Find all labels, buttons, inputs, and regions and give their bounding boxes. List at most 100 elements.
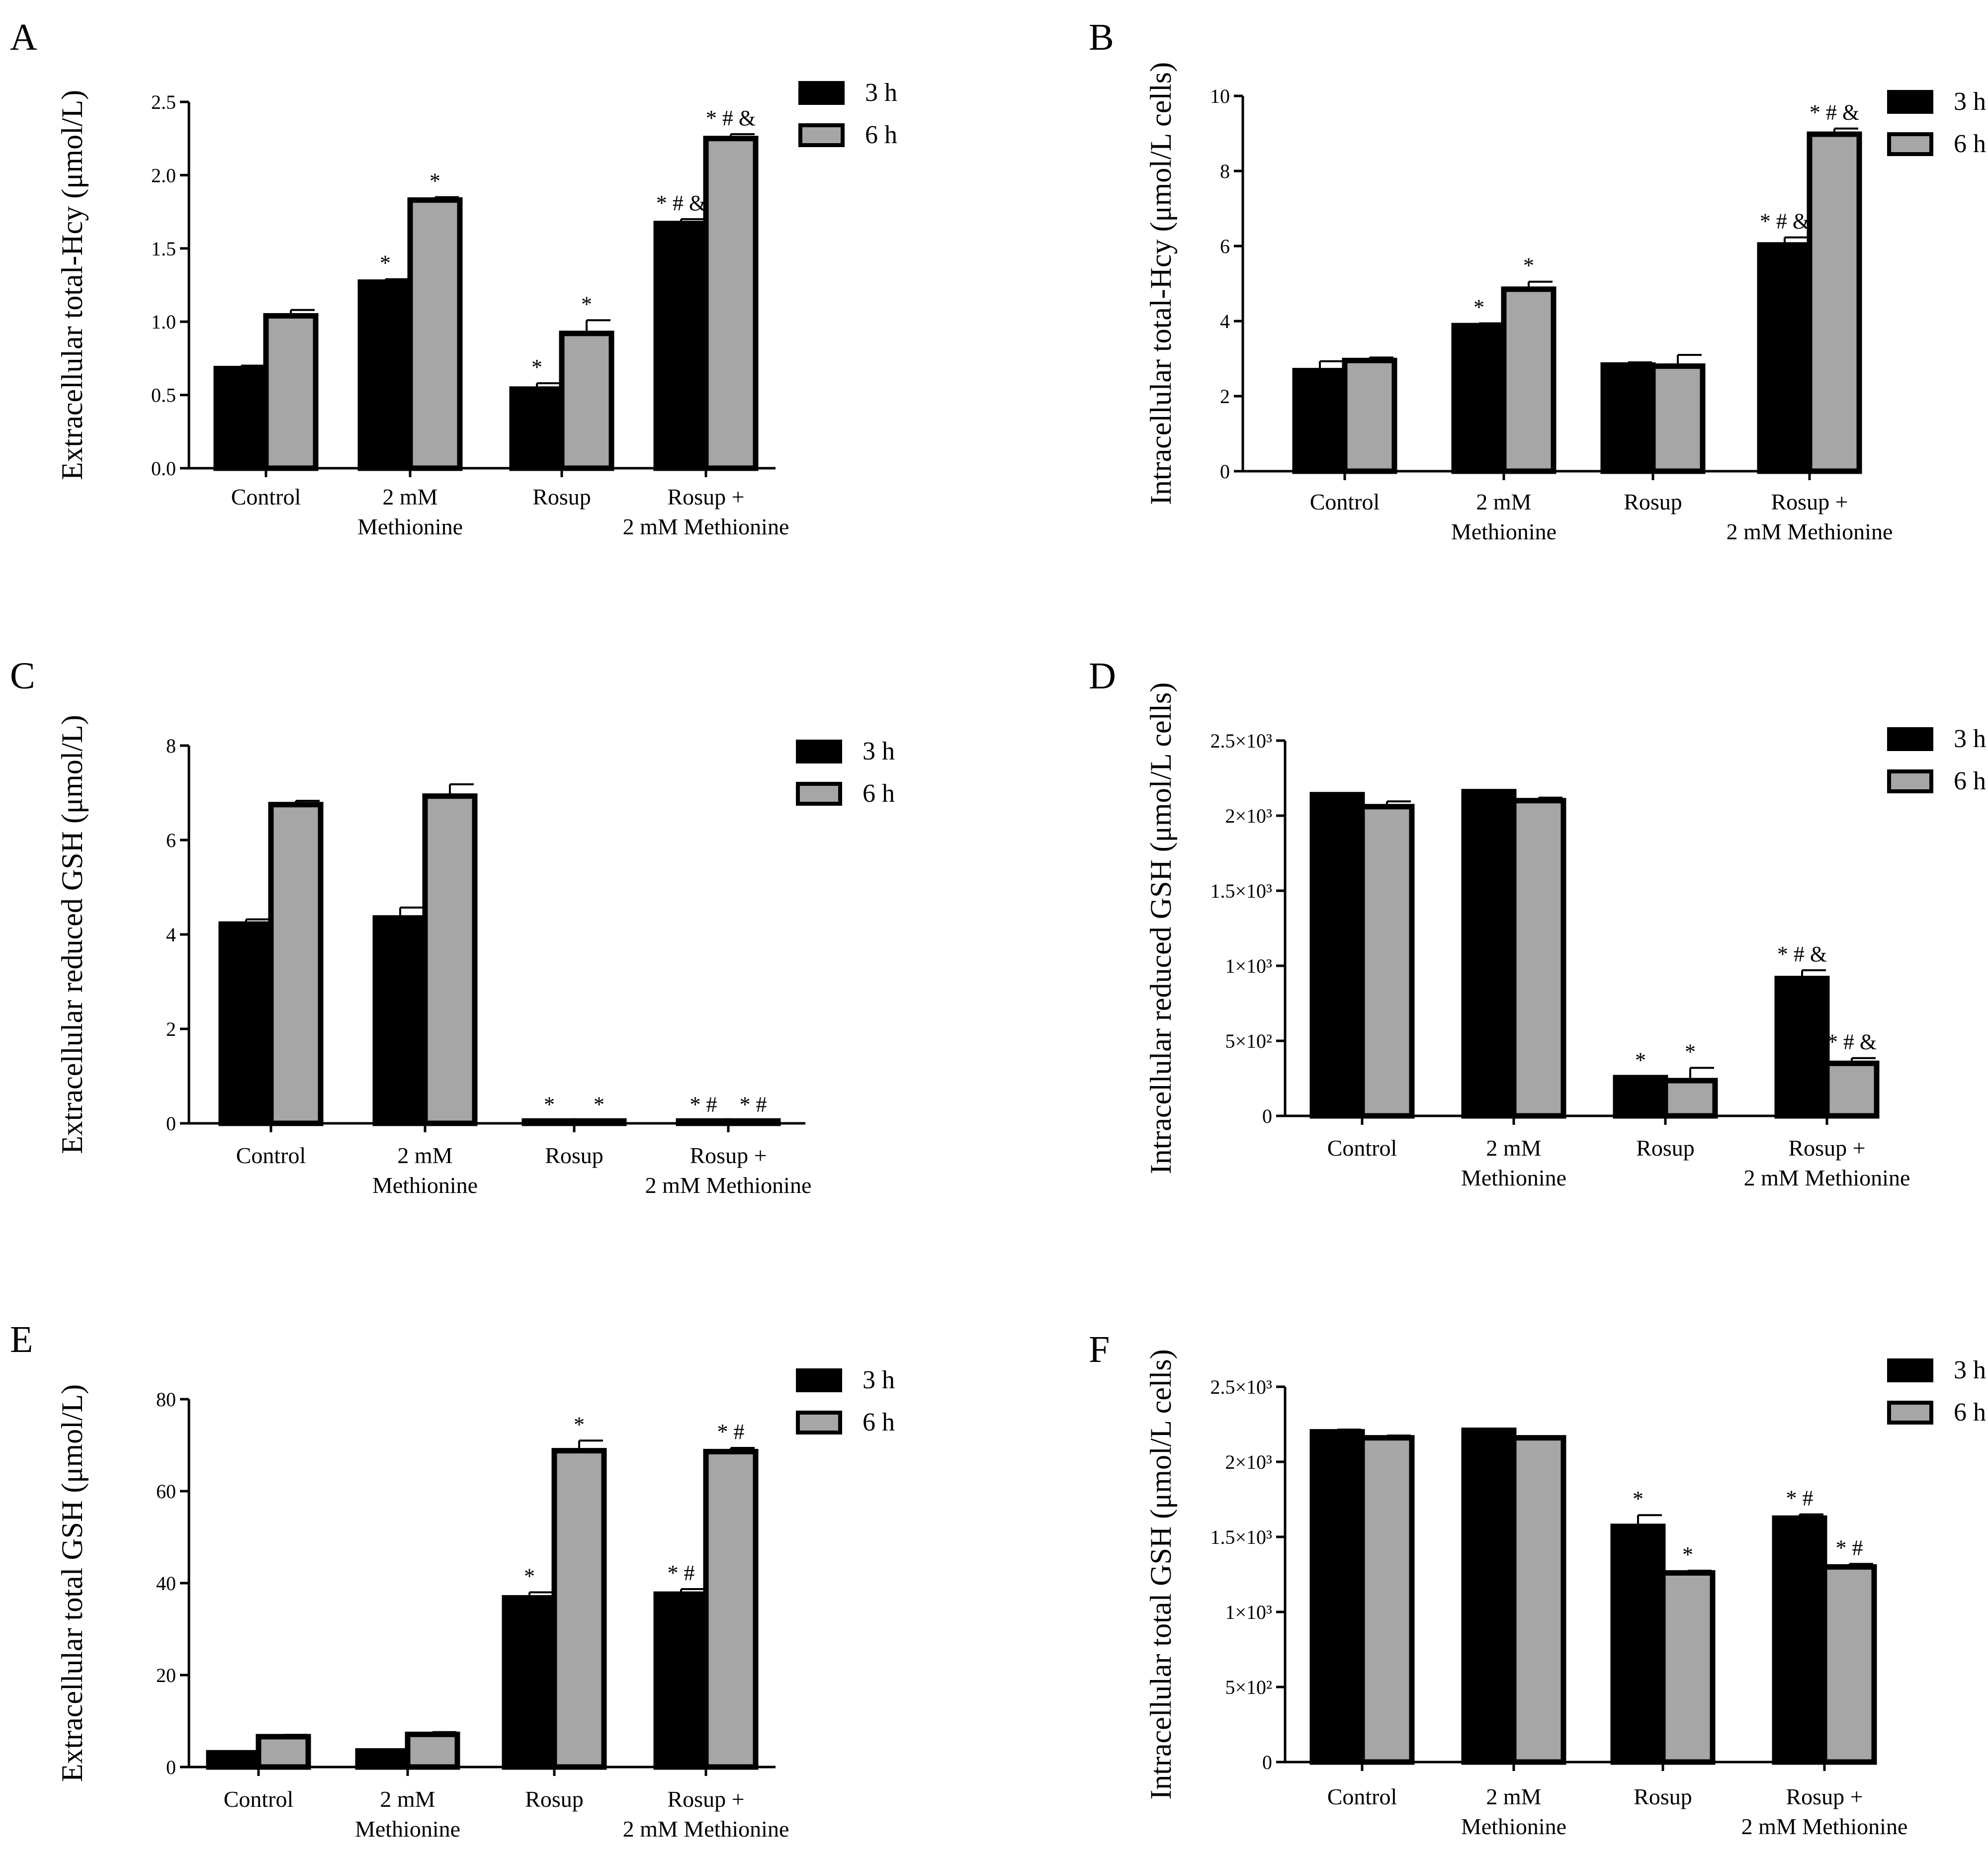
bar-6h: [1511, 1435, 1566, 1765]
significance-mark: * #: [1836, 1535, 1863, 1560]
y-tick-label: 2×10³: [1225, 1451, 1272, 1473]
bar-3h: [653, 1591, 709, 1770]
panel-letter: C: [10, 655, 35, 697]
y-tick-label: 40: [156, 1572, 176, 1595]
y-axis-label: Extracellular reduced GSH (μmol/L): [56, 715, 88, 1154]
legend-label: 6 h: [865, 121, 897, 149]
y-axis-label: Intracellular total GSH (μmol/L cells): [1144, 1349, 1177, 1799]
y-tick-label: 2.0: [151, 164, 176, 186]
y-tick-label: 8: [1220, 160, 1230, 182]
y-tick-label: 2.5: [151, 91, 176, 113]
category-label: Rosup: [1636, 1135, 1695, 1161]
bar-3h: [1461, 789, 1517, 1119]
legend-label: 3 h: [865, 79, 897, 107]
y-axis-label: Intracellular reduced GSH (μmol/L cells): [1144, 682, 1177, 1175]
legend-swatch: [1887, 132, 1933, 156]
panel-letter: E: [10, 1319, 33, 1360]
category-label: Rosup +: [1786, 1784, 1863, 1809]
y-axis-label: Intracellular total-Hcy (μmol/L cells): [1144, 62, 1177, 505]
category-label: Methionine: [355, 1816, 460, 1842]
significance-mark: *: [1473, 295, 1484, 320]
y-tick-label: 1.0: [151, 311, 176, 333]
category-label: Control: [1327, 1135, 1397, 1161]
bar-3h: [509, 386, 565, 471]
bar-6h: [268, 802, 324, 1126]
panel-a: A 0.0 0.5 1.0 1.5 2.0 2.5 Control 2 mM Methionine…: [10, 16, 897, 539]
category-label: 2 mM: [382, 484, 437, 509]
category-label: 2 mM: [380, 1786, 435, 1812]
y-tick-label: 0.0: [151, 457, 176, 480]
bar-3h: [1610, 1523, 1666, 1765]
bar-3h: [1757, 242, 1813, 474]
y-tick-label: 5×10²: [1225, 1030, 1272, 1052]
bar-6h: [703, 136, 759, 471]
y-tick-label: 20: [156, 1664, 176, 1686]
legend-swatch: [1887, 90, 1933, 114]
significance-mark: * # &: [656, 191, 706, 215]
significance-mark: *: [1682, 1542, 1693, 1567]
y-axis-label: Extracellular total GSH (μmol/L): [56, 1384, 88, 1782]
category-label: Rosup +: [690, 1143, 767, 1168]
y-tick-label: 1×10³: [1225, 955, 1272, 977]
significance-mark: *: [544, 1092, 555, 1116]
category-label: 2 mM Methionine: [645, 1173, 812, 1198]
category-label: Control: [236, 1143, 306, 1168]
bar-6h: [1650, 363, 1706, 474]
bar-6h: [1821, 1564, 1877, 1765]
legend-label: 6 h: [863, 1408, 895, 1436]
legend-label: 6 h: [1954, 1398, 1986, 1427]
category-label: Control: [231, 484, 301, 509]
y-tick-label: 0: [166, 1756, 176, 1778]
y-tick-label: 60: [156, 1480, 176, 1503]
significance-mark: * # &: [1777, 942, 1827, 966]
category-label: Rosup: [532, 484, 591, 509]
y-axis-label: Extracellular total-Hcy (μmol/L): [56, 90, 88, 480]
bar-3h: [218, 921, 274, 1126]
y-tick-label: 2: [166, 1018, 176, 1040]
category-label: Methionine: [372, 1173, 478, 1198]
bar-3h: [213, 366, 269, 471]
legend: 3 h 6 h: [1887, 1356, 1986, 1427]
significance-mark: * #: [740, 1092, 767, 1116]
significance-mark: * # &: [1810, 100, 1859, 125]
bar-3h: [355, 1748, 411, 1770]
y-tick-label: 1.5: [151, 238, 176, 260]
category-label: 2 mM: [1486, 1784, 1541, 1809]
significance-mark: *: [531, 355, 542, 379]
y-tick-label: 1.5×10³: [1210, 880, 1272, 902]
bar-6h: [256, 1734, 311, 1770]
category-label: 2 mM Methionine: [623, 1816, 789, 1842]
significance-mark: * #: [690, 1092, 717, 1116]
y-tick-label: 1.5×10³: [1210, 1526, 1272, 1548]
legend-label: 6 h: [863, 779, 895, 808]
y-tick-label: 0: [1220, 460, 1230, 483]
legend-swatch: [796, 1368, 842, 1392]
category-label: 2 mM Methionine: [623, 514, 789, 539]
legend-label: 6 h: [1954, 130, 1986, 158]
legend-label: 3 h: [1954, 725, 1986, 753]
y-tick-label: 2×10³: [1225, 805, 1272, 827]
category-label: 2 mM: [397, 1143, 452, 1168]
significance-mark: * #: [668, 1561, 695, 1585]
bar-6h: [1342, 357, 1397, 474]
category-label: Methionine: [1461, 1814, 1566, 1839]
bar-6h: [1359, 1435, 1415, 1765]
y-tick-label: 0: [1262, 1751, 1272, 1773]
significance-mark: *: [524, 1564, 535, 1589]
bar-3h: [1292, 368, 1348, 474]
category-label: Control: [1310, 489, 1380, 514]
significance-mark: * # &: [1760, 209, 1810, 234]
panel-letter: F: [1089, 1329, 1110, 1370]
bar-3h: [1600, 362, 1656, 474]
significance-mark: * # &: [1827, 1030, 1877, 1054]
category-label: 2 mM Methionine: [1741, 1814, 1908, 1839]
y-tick-label: 4: [166, 924, 176, 946]
legend: 3 h 6 h: [796, 737, 895, 808]
bar-6h: [1359, 804, 1415, 1119]
y-tick-label: 6: [1220, 235, 1230, 257]
bar-3h: [1309, 792, 1365, 1119]
significance-mark: *: [594, 1092, 605, 1116]
panel-letter: D: [1089, 655, 1116, 697]
bar-6h: [1501, 286, 1556, 474]
significance-mark: *: [1685, 1039, 1696, 1064]
